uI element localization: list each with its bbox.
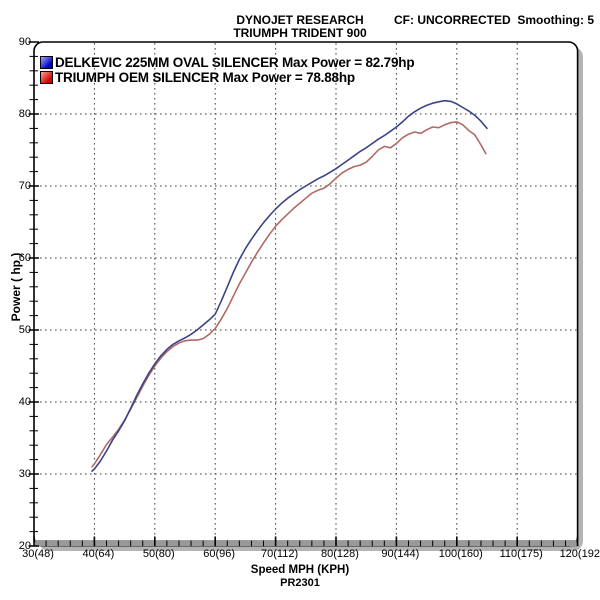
- y-tick-label: 90: [18, 36, 31, 48]
- x-tick-label: 100(160): [438, 548, 483, 560]
- x-tick-label: 30(48): [22, 548, 54, 560]
- legend-label-delkevic: DELKEVIC 225MM OVAL SILENCER Max Power =…: [55, 55, 415, 70]
- y-tick-label: 70: [18, 180, 31, 192]
- x-tick-label: 80(128): [321, 548, 359, 560]
- y-tick-label: 30: [18, 468, 31, 480]
- y-tick-label: 20: [18, 540, 31, 552]
- y-tick-label: 60: [18, 252, 31, 264]
- legend-label-triumph-oem: TRIUMPH OEM SILENCER Max Power = 78.88hp: [55, 70, 355, 85]
- triumph-oem-series-swatch-icon: [40, 71, 53, 84]
- x-tick-label: 50(80): [142, 548, 175, 560]
- run-id-footer: PR2301: [280, 577, 320, 589]
- x-axis-label: Speed MPH (KPH): [250, 564, 350, 576]
- y-tick-label: 40: [18, 396, 31, 408]
- x-tick-label: 110(175): [499, 548, 543, 560]
- legend-row-delkevic: DELKEVIC 225MM OVAL SILENCER Max Power =…: [40, 55, 415, 70]
- legend: DELKEVIC 225MM OVAL SILENCER Max Power =…: [40, 55, 415, 85]
- chart-subtitle: TRIUMPH TRIDENT 900: [233, 26, 367, 40]
- x-tick-label: 90(144): [381, 548, 420, 560]
- correction-smoothing-note: CF: UNCORRECTED Smoothing: 5: [394, 13, 594, 27]
- x-tick-label: 40(64): [82, 548, 115, 560]
- x-tick-label: 60(96): [203, 548, 236, 560]
- legend-row-triumph-oem: TRIUMPH OEM SILENCER Max Power = 78.88hp: [40, 70, 414, 85]
- chart-title: DYNOJET RESEARCH: [236, 13, 364, 27]
- y-tick-label: 50: [18, 324, 31, 336]
- x-tick-label: 70(112): [261, 548, 299, 560]
- x-tick-label: 120(192): [559, 548, 600, 560]
- delkevic-series-swatch-icon: [40, 56, 53, 69]
- y-tick-label: 80: [18, 108, 31, 120]
